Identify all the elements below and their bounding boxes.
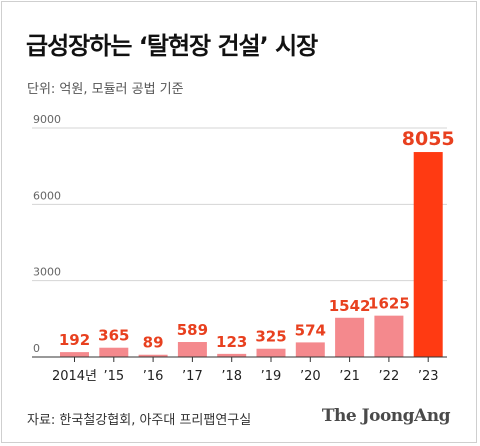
bar [335,317,365,357]
y-tick-label: 0 [33,342,40,355]
x-tick-label: ’23 [418,369,439,384]
bar [413,152,443,357]
publisher-logo: The JoongAng [321,406,451,426]
data-label: 365 [98,327,129,345]
bar [374,315,404,357]
bar [295,342,325,357]
unit-note: 단위: 억원, 모듈러 공법 기준 [27,82,184,97]
data-label: 89 [143,334,164,352]
bar [217,353,247,357]
data-label: 192 [59,331,90,349]
data-label: 123 [216,333,247,351]
bar [138,354,168,357]
bar [177,342,207,357]
data-label: 574 [295,321,326,339]
x-tick-label: 2014년 [52,369,97,384]
bar [60,352,89,357]
x-tick-label: ’20 [300,369,321,384]
bar [256,348,286,357]
data-label: 589 [177,321,208,339]
data-label: 1542 [329,297,371,315]
data-label: 8055 [402,128,455,150]
x-tick-label: ’21 [339,369,360,384]
chart-title: 급성장하는 ‘탈현장 건설’ 시장 [26,32,318,60]
y-tick-label: 9000 [33,113,61,126]
x-tick-label: ’17 [182,369,203,384]
data-label: 325 [255,328,286,346]
y-tick-label: 3000 [33,266,61,279]
x-tick-label: ’22 [379,369,400,384]
bar [99,347,129,357]
x-tick-label: ’16 [143,369,164,384]
y-tick-label: 6000 [33,189,61,202]
source-note: 자료: 한국철강협회, 아주대 프리팹연구실 [27,413,252,428]
x-tick-label: ’18 [221,369,242,384]
x-tick-label: ’19 [261,369,282,384]
data-label: 1625 [368,295,410,313]
x-tick-label: ’15 [103,369,124,384]
